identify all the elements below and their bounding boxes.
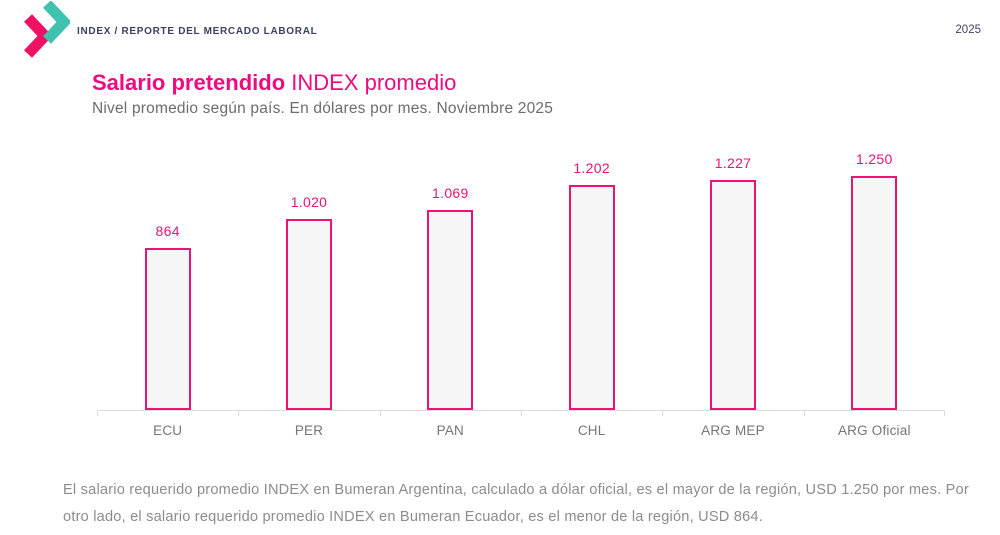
x-axis-category-label: ARG Oficial [837, 423, 911, 438]
chart-title: Salario pretendido INDEX promedio [92, 70, 456, 96]
bar-group-ARG Oficial: 1.250 [804, 140, 945, 410]
bar [709, 180, 756, 410]
bar-group-ARG MEP: 1.227 [662, 140, 803, 410]
summary-text: El salario requerido promedio INDEX en B… [63, 482, 969, 525]
x-axis-category-label: ECU [153, 423, 183, 438]
bar [144, 248, 191, 410]
bar-group-PAN: 1.069 [380, 140, 521, 410]
bar-group-ECU: 864 [97, 140, 238, 410]
bar-group-CHL: 1.202 [521, 140, 662, 410]
axis-tick [97, 411, 98, 416]
header-year: 2025 [955, 24, 981, 36]
bar [427, 210, 474, 410]
axis-tick [804, 411, 805, 416]
x-axis-category-label: CHL [577, 423, 606, 438]
x-axis-category-label: ARG MEP [701, 423, 765, 438]
header-breadcrumb: INDEX / REPORTE DEL MERCADO LABORAL [77, 26, 318, 37]
axis-tick [944, 411, 945, 416]
x-axis-category-label: PER [294, 423, 324, 438]
bar-value-label: 1.227 [714, 155, 752, 171]
x-axis-category-label: PAN [436, 423, 464, 438]
x-axis-ticks [97, 411, 945, 416]
bar-value-label: 1.250 [856, 151, 893, 167]
axis-tick [380, 411, 381, 416]
bar-value-label: 864 [155, 223, 180, 239]
chart-title-bold: Salario pretendido [92, 70, 286, 95]
bar-value-label: 1.069 [432, 185, 469, 201]
bar [285, 219, 332, 410]
axis-tick [521, 411, 522, 416]
bars-area: 864 1.020 1.069 1.202 1.227 1.250 [97, 140, 945, 410]
bar-value-label: 1.020 [290, 194, 328, 210]
bar [568, 185, 615, 410]
bar-group-PER: 1.020 [238, 140, 379, 410]
x-axis-labels: ECU PER PAN CHL ARG MEP ARG Oficial [97, 423, 945, 438]
chart-title-regular: INDEX promedio [285, 70, 457, 95]
bar-chart: 864 1.020 1.069 1.202 1.227 1.250 ECU PER PAN CH… [97, 140, 945, 438]
bar [851, 176, 898, 410]
axis-tick [238, 411, 239, 416]
x-axis-line [97, 410, 945, 411]
chart-subtitle: Nivel promedio según país. En dólares po… [92, 100, 554, 117]
index-logo-icon [24, 1, 70, 58]
axis-tick [662, 411, 663, 416]
bar-value-label: 1.202 [573, 160, 610, 176]
